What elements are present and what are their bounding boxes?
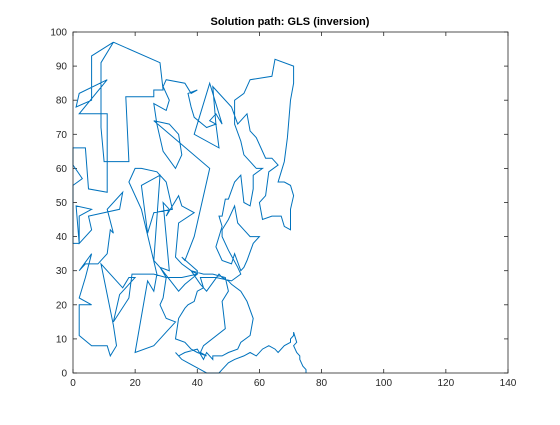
y-tick-label: 50 <box>56 198 68 209</box>
x-tick-label: 40 <box>192 378 204 389</box>
x-tick-label: 20 <box>130 378 142 389</box>
y-tick-label: 10 <box>56 334 68 345</box>
y-tick-label: 100 <box>50 28 67 39</box>
chart-title: Solution path: GLS (inversion) <box>211 16 370 28</box>
y-tick-label: 60 <box>56 164 68 175</box>
x-tick-label: 120 <box>438 378 455 389</box>
x-tick-label: 60 <box>254 378 266 389</box>
y-tick-label: 90 <box>56 62 68 73</box>
x-tick-label: 140 <box>500 378 517 389</box>
y-tick-label: 0 <box>61 369 67 380</box>
y-tick-label: 40 <box>56 232 68 243</box>
y-tick-label: 80 <box>56 96 68 107</box>
x-tick-label: 80 <box>316 378 328 389</box>
y-tick-label: 20 <box>56 300 68 311</box>
y-tick-label: 70 <box>56 130 68 141</box>
x-tick-label: 0 <box>70 378 76 389</box>
y-tick-label: 30 <box>56 266 68 277</box>
x-tick-label: 100 <box>375 378 392 389</box>
